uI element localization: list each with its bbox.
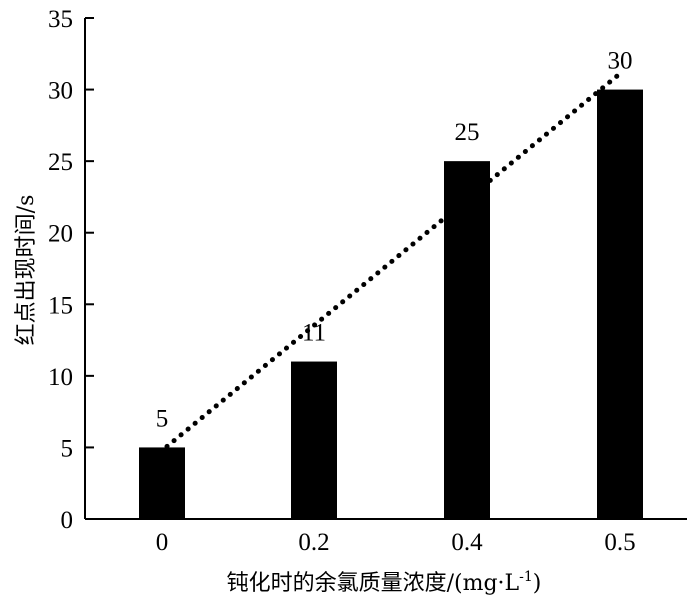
data-label: 5 <box>156 405 169 432</box>
x-axis-title-tail: ) <box>533 571 542 596</box>
data-labels: 5 11 25 30 <box>156 48 633 433</box>
bar <box>444 161 490 519</box>
bars-layer <box>139 89 643 520</box>
bar <box>291 361 337 519</box>
y-tick-label: 0 <box>61 507 74 534</box>
y-tick-label: 35 <box>48 6 73 33</box>
y-tick-label: 30 <box>48 78 73 105</box>
y-tick-label: 15 <box>48 292 73 319</box>
x-ticks: 0 0.2 0.4 0.5 <box>156 510 636 556</box>
x-tick-label: 0.5 <box>604 529 635 556</box>
x-axis-title: 钝化时的余氯质量浓度/(mg·L-1) <box>227 569 542 596</box>
x-axis-title-superscript: -1 <box>519 569 533 585</box>
x-axis-title-main: 钝化时的余氯质量浓度/(mg·L <box>227 571 520 596</box>
y-tick-label: 5 <box>61 435 74 462</box>
x-tick-label: 0.4 <box>451 529 483 556</box>
x-tick-label: 0 <box>156 529 169 556</box>
y-axis-title: 红点出现时间/s <box>14 195 39 346</box>
data-label: 25 <box>455 119 480 146</box>
y-tick-label: 20 <box>48 221 73 248</box>
bar <box>597 89 643 520</box>
data-label: 11 <box>302 320 326 347</box>
x-tick-label: 0.2 <box>298 529 329 556</box>
y-ticks: 0 5 10 15 20 25 30 35 <box>48 6 94 534</box>
y-tick-label: 25 <box>48 149 73 176</box>
axes-layer <box>84 18 687 520</box>
trend-layer <box>164 72 621 449</box>
trendline <box>164 72 621 449</box>
bar <box>139 447 185 519</box>
data-label: 30 <box>608 48 633 75</box>
y-tick-label: 10 <box>48 364 73 391</box>
